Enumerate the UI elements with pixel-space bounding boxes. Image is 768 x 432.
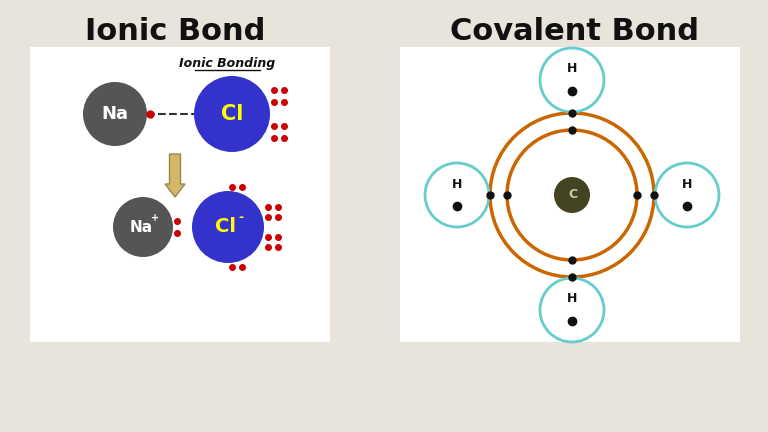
FancyBboxPatch shape (400, 47, 740, 342)
Text: Ionic Bond: Ionic Bond (84, 18, 265, 47)
Text: Cl: Cl (216, 217, 237, 236)
Text: Na: Na (101, 105, 128, 123)
Text: H: H (452, 178, 462, 191)
FancyBboxPatch shape (30, 47, 330, 342)
Text: C: C (568, 188, 578, 201)
Text: Na: Na (130, 219, 153, 235)
Text: Ionic Bonding: Ionic Bonding (179, 57, 275, 70)
Circle shape (113, 197, 173, 257)
Text: H: H (567, 292, 578, 305)
Circle shape (194, 76, 270, 152)
FancyArrow shape (165, 154, 185, 197)
Text: Covalent Bond: Covalent Bond (451, 18, 700, 47)
Circle shape (554, 177, 590, 213)
Circle shape (83, 82, 147, 146)
Text: H: H (682, 178, 692, 191)
Circle shape (192, 191, 264, 263)
Text: H: H (567, 63, 578, 76)
Text: Cl: Cl (221, 104, 243, 124)
Text: +: + (151, 213, 159, 223)
Text: -: - (238, 210, 243, 223)
